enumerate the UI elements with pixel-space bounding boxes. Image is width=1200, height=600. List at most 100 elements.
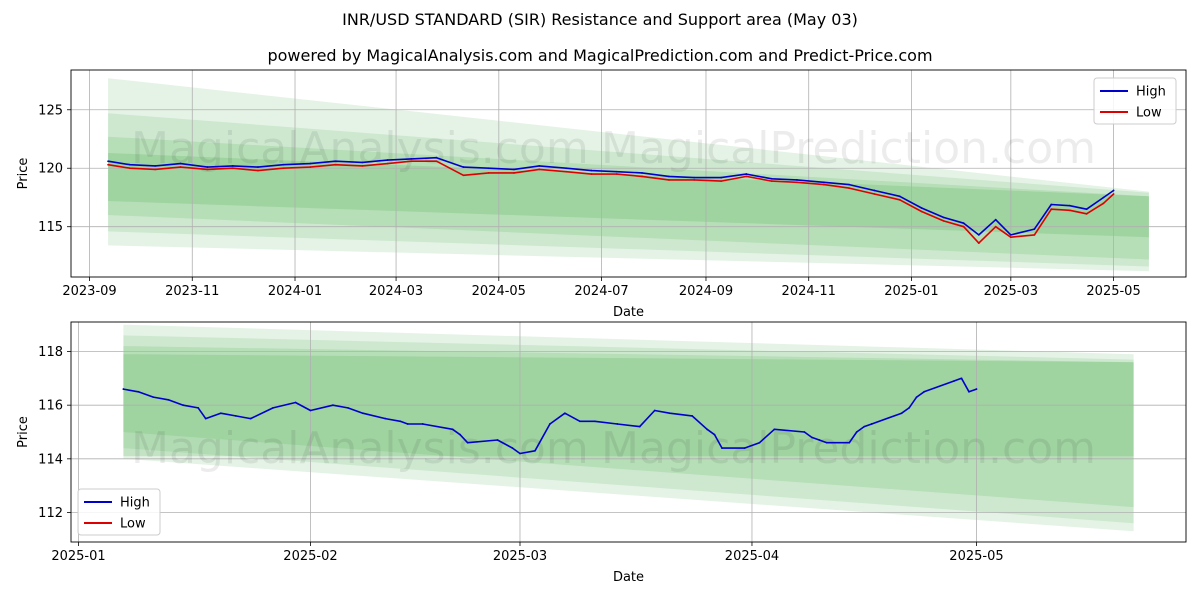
band-2 xyxy=(123,346,1134,508)
plot-frame xyxy=(70,321,1187,543)
data-point-high xyxy=(231,164,234,167)
data-point-high xyxy=(873,189,876,192)
data-point-low xyxy=(994,225,997,228)
data-point-high xyxy=(384,417,387,420)
data-point-high xyxy=(578,420,581,423)
data-point-high xyxy=(590,169,593,172)
data-point-low xyxy=(920,210,923,213)
plot-frame xyxy=(70,69,1187,278)
band-2 xyxy=(108,136,1149,260)
legend: High Low xyxy=(1093,77,1177,125)
data-point-high xyxy=(435,156,438,159)
data-point-high xyxy=(822,181,825,184)
y-tick-label: 118 xyxy=(38,345,63,360)
chart-title: INR/USD STANDARD (SIR) Resistance and Su… xyxy=(342,10,858,29)
x-tick-label: 2024-07 xyxy=(574,284,628,299)
y-axis-label: Price xyxy=(16,158,31,190)
data-point-high xyxy=(334,160,337,163)
data-point-low xyxy=(693,179,696,181)
data-point-high xyxy=(466,441,469,444)
data-point-high xyxy=(638,425,641,428)
data-point-high xyxy=(616,423,619,425)
y-tick-label: 116 xyxy=(38,399,63,414)
data-point-high xyxy=(920,207,923,209)
data-point-high xyxy=(206,166,209,168)
data-point-low xyxy=(282,167,285,170)
data-point-high xyxy=(282,163,285,166)
data-point-high xyxy=(1112,189,1115,192)
data-point-high xyxy=(615,170,618,173)
data-point-high xyxy=(908,406,911,409)
series-lines xyxy=(107,156,1115,244)
data-point-high xyxy=(848,441,851,444)
data-point-low xyxy=(107,163,109,166)
data-point-low xyxy=(770,180,773,183)
data-point-high xyxy=(538,164,541,167)
data-point-high xyxy=(487,167,490,170)
x-tick-label: 2024-09 xyxy=(679,284,733,299)
data-point-high xyxy=(1033,228,1036,230)
chart-subtitle: powered by MagicalAnalysis.com and Magic… xyxy=(267,46,933,65)
x-tick-label: 2023-09 xyxy=(62,284,116,299)
data-point-high xyxy=(942,216,945,219)
data-point-low xyxy=(1009,236,1012,239)
data-point-low xyxy=(129,167,131,170)
legend-label-high: High xyxy=(1136,85,1166,100)
data-point-low xyxy=(962,225,965,228)
data-point-low xyxy=(1112,193,1115,195)
watermark-text: MagicalPrediction.com xyxy=(601,123,1096,174)
x-tick-label: 2024-03 xyxy=(369,284,423,299)
data-point-high xyxy=(197,406,200,409)
data-point-high xyxy=(593,420,596,423)
x-tick-label: 2025-05 xyxy=(1086,284,1140,299)
data-point-high xyxy=(421,423,424,425)
data-point-high xyxy=(234,415,237,417)
data-point-low xyxy=(386,162,389,165)
watermark-group: MagicalAnalysis.com MagicalPrediction.com xyxy=(131,423,1096,474)
data-point-high xyxy=(549,423,551,425)
x-tick-label: 2025-02 xyxy=(283,549,337,564)
data-point-high xyxy=(915,396,918,399)
data-point-low xyxy=(668,179,670,181)
data-point-high xyxy=(406,423,409,425)
data-point-low xyxy=(720,180,723,183)
data-point-high xyxy=(641,172,643,174)
data-point-high xyxy=(346,406,349,409)
y-tick-label: 125 xyxy=(38,103,63,118)
data-point-high xyxy=(870,423,873,425)
y-axis-label: Price xyxy=(16,416,31,448)
data-point-low xyxy=(745,175,748,178)
data-point-high xyxy=(855,431,858,433)
data-point-low xyxy=(796,181,798,184)
data-point-low xyxy=(615,173,618,175)
x-tick-label: 2025-05 xyxy=(949,549,1003,564)
x-tick-label: 2025-01 xyxy=(51,549,105,564)
data-point-high xyxy=(668,412,671,415)
data-point-low xyxy=(898,198,901,201)
data-point-low xyxy=(206,168,209,171)
data-point-low xyxy=(1068,209,1071,212)
x-tick-label: 2025-01 xyxy=(884,284,938,299)
x-tick-label: 2025-03 xyxy=(984,284,1038,299)
x-tick-label: 2023-11 xyxy=(165,284,219,299)
data-point-low xyxy=(513,172,515,174)
data-point-low xyxy=(462,174,465,177)
data-point-high xyxy=(167,398,170,401)
legend-label-low: Low xyxy=(1136,106,1162,121)
data-point-low xyxy=(848,187,851,190)
data-point-high xyxy=(459,433,462,436)
data-point-low xyxy=(565,170,568,173)
series-line-high xyxy=(107,156,1115,236)
y-tick-label: 114 xyxy=(38,452,63,467)
x-tick-label: 2024-11 xyxy=(782,284,836,299)
data-point-high xyxy=(179,162,182,165)
data-point-high xyxy=(720,176,723,179)
support-resistance-bands xyxy=(123,324,1134,532)
data-point-high xyxy=(960,377,963,380)
data-point-high xyxy=(152,396,155,399)
data-point-high xyxy=(900,412,903,415)
watermark-group: MagicalAnalysis.com MagicalPrediction.com xyxy=(131,123,1096,174)
x-tick-label: 2025-03 xyxy=(493,549,547,564)
data-point-high xyxy=(361,412,364,415)
band-1 xyxy=(123,335,1134,524)
